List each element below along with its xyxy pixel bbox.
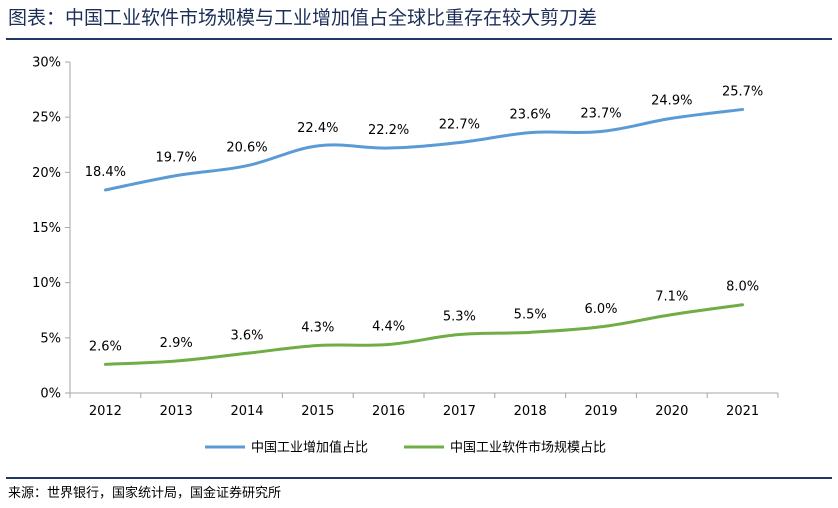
y-tick-label: 30% (32, 56, 61, 71)
x-axis: 2012 2013 2014 2015 2016 2017 2018 2019 2020 2021 (69, 392, 779, 419)
series-line-1 (103, 107, 745, 192)
data-label: 2.6% (89, 339, 122, 354)
x-tick-label: 2012 (89, 404, 122, 419)
x-tick-label: 2013 (160, 404, 193, 419)
y-tick-label: 5% (40, 331, 61, 346)
legend-label-1: 中国工业增加值占比 (251, 440, 368, 456)
data-label: 22.7% (439, 118, 480, 133)
data-label: 2.9% (160, 336, 193, 351)
data-label: 8.0% (726, 280, 759, 295)
y-tick-label: 0% (40, 387, 61, 402)
page-title: 图表：中国工业软件市场规模与工业增加值占全球比重存在较大剪刀差 (8, 7, 598, 29)
y-tick-label: 15% (32, 221, 61, 236)
x-tick-label: 2018 (514, 404, 547, 419)
data-label: 5.3% (443, 310, 476, 325)
data-label: 4.4% (372, 319, 405, 334)
data-label: 23.6% (510, 108, 551, 123)
data-label: 25.7% (722, 84, 763, 99)
source-note: 来源：世界银行，国家统计局，国金证券研究所 (8, 486, 282, 501)
x-tick-label: 2019 (584, 404, 617, 419)
data-label: 23.7% (580, 107, 621, 122)
y-tick-label: 20% (32, 166, 61, 181)
source-divider (6, 477, 832, 479)
legend-label-2: 中国工业软件市场规模占比 (450, 440, 606, 456)
data-label: 3.6% (230, 328, 263, 343)
data-label: 19.7% (156, 151, 197, 166)
x-tick-label: 2020 (655, 404, 688, 419)
x-tick-label: 2021 (726, 404, 759, 419)
data-label: 22.2% (368, 123, 409, 138)
y-tick-label: 25% (32, 111, 61, 126)
series-layer (103, 107, 745, 366)
y-tick-label: 10% (32, 276, 61, 291)
title-divider (6, 38, 832, 40)
data-label: 22.4% (297, 121, 338, 136)
series-line-2 (103, 303, 745, 366)
data-label: 18.4% (85, 165, 126, 180)
x-tick-label: 2014 (230, 404, 263, 419)
data-label: 24.9% (651, 93, 692, 108)
y-axis: 0% 5% 10% 15% 20% 25% 30% (32, 56, 71, 402)
data-label-layer: 18.4% 19.7% 20.6% 22.4% 22.2% 22.7% 23.6% 23.7%… (85, 84, 764, 354)
x-tick-label: 2017 (443, 404, 476, 419)
data-label: 7.1% (655, 290, 688, 305)
x-tick-label: 2015 (301, 404, 334, 419)
legend: 中国工业增加值占比 中国工业软件市场规模占比 (205, 440, 606, 456)
data-label: 20.6% (226, 141, 267, 156)
line-chart: 0% 5% 10% 15% 20% 25% 30% 2012 2013 2014 2015 2016… (32, 56, 779, 456)
data-label: 5.5% (514, 307, 547, 322)
x-tick-label: 2016 (372, 404, 405, 419)
data-label: 4.3% (301, 321, 334, 336)
data-label: 6.0% (584, 302, 617, 317)
